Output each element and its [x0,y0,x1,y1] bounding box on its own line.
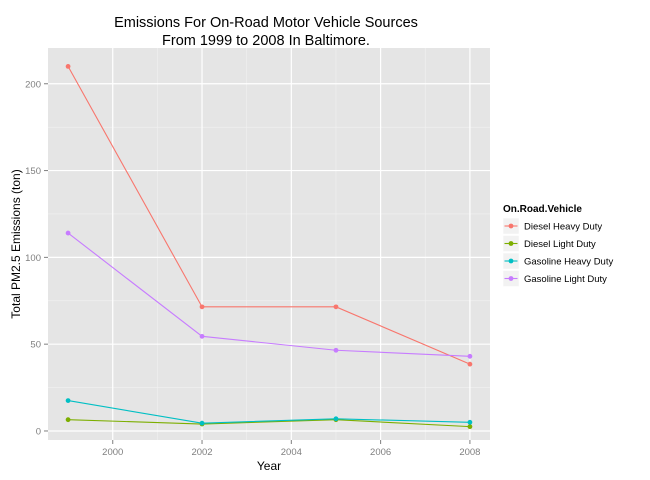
data-point [65,64,71,69]
x-tick-label: 2008 [459,447,480,458]
plot-panel [48,48,490,440]
legend-label: Gasoline Light Duty [524,274,607,285]
legend-key-point [508,241,514,246]
data-point [333,416,339,422]
legend-label: Gasoline Heavy Duty [524,257,613,268]
data-point [467,361,473,367]
y-tick-label: 100 [25,253,41,264]
legend-title: On.Road.Vehicle [503,204,582,215]
data-point [467,424,473,430]
x-tick-label: 2002 [191,447,212,458]
y-axis-title: Total PM2.5 Emissions (ton) [9,169,23,318]
data-point [199,420,205,426]
x-tick-label: 2000 [102,447,123,458]
axis-ticks: 2000 2002 2004 2006 2008 0 50 100 150 200 [25,79,480,458]
data-point [199,304,205,310]
chart-title-line-2: From 1999 to 2008 In Baltimore. [162,33,370,49]
chart-title-line-1: Emissions For On-Road Motor Vehicle Sour… [114,15,418,31]
series-layer [65,64,473,430]
data-point [65,230,71,236]
series-line [67,66,471,365]
y-tick-label: 150 [25,166,41,177]
series-3 [65,230,473,359]
data-point [333,304,339,310]
series-line [68,419,470,428]
y-tick-label: 200 [25,79,41,90]
series-2 [65,398,473,426]
data-point [65,398,71,403]
data-point [333,347,339,353]
grid-lines [48,48,490,440]
data-point [199,333,205,339]
legend-key-point [508,276,514,281]
x-tick-label: 2004 [281,447,302,458]
data-point [467,419,473,425]
series-line [67,400,470,424]
legend-key-point [508,258,514,264]
legend: On.Road.Vehicle Diesel Heavy Duty Diesel … [502,204,613,287]
legend-label: Diesel Heavy Duty [524,222,602,233]
legend-label: Diesel Light Duty [524,239,596,250]
y-tick-label: 0 [36,426,41,437]
legend-key-point [508,223,514,229]
x-axis-title: Year [257,459,281,473]
series-line [67,232,470,357]
data-point [65,417,71,423]
data-point [467,353,473,359]
series-0 [65,64,473,367]
x-tick-label: 2006 [370,447,391,458]
y-tick-label: 50 [30,340,41,351]
